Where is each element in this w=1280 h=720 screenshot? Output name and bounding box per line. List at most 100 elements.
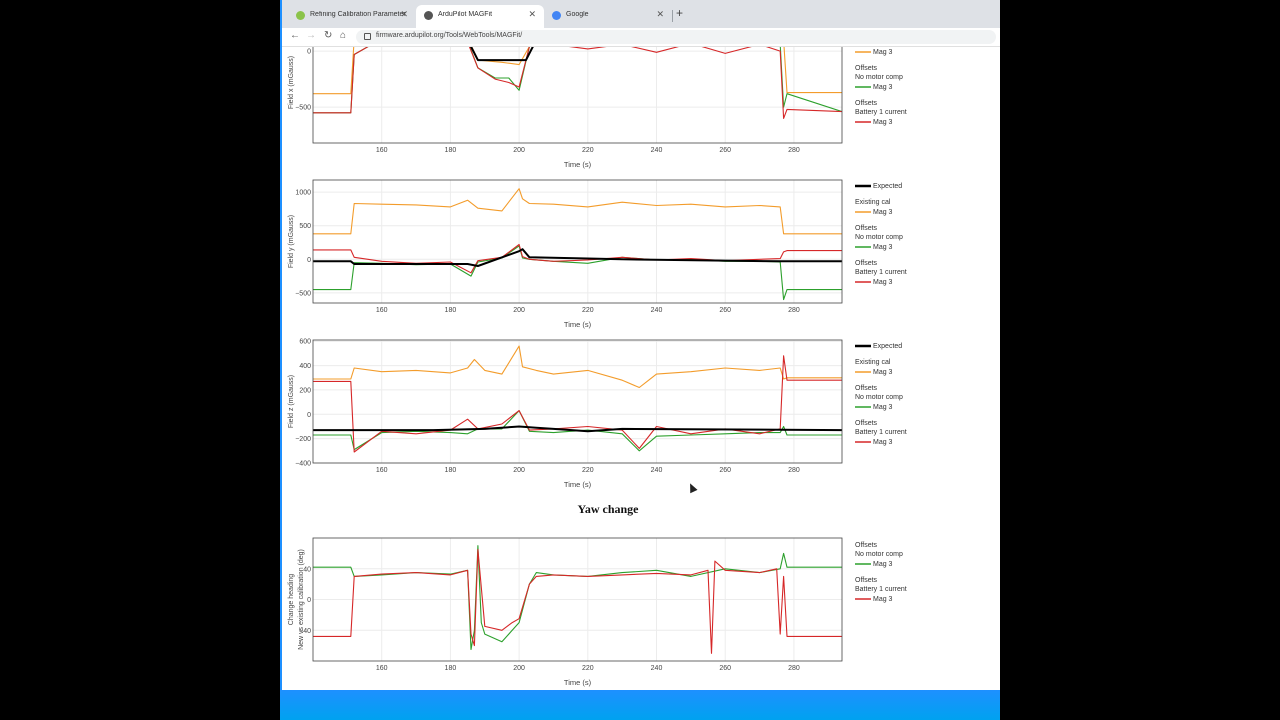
legend-item-label: Mag 3 <box>873 561 893 568</box>
x-tick-label: 200 <box>513 467 525 474</box>
legend-group-label: No motor comp <box>855 551 903 558</box>
x-tick-label: 240 <box>651 147 663 154</box>
taskbar <box>280 690 1000 720</box>
series-line-existing_cal <box>313 188 842 235</box>
series-group <box>313 188 842 301</box>
tab-title: Refining Calibration Parameters <box>310 11 406 18</box>
legend-group-label: No motor comp <box>855 74 903 81</box>
plot-frame <box>312 47 843 144</box>
y-axis-label: Field x (mGauss) <box>288 56 295 109</box>
plot-frame <box>312 537 843 662</box>
legend-item-label: Mag 3 <box>873 439 893 446</box>
chart-panel-1: 160 180 200 220 240 260 280 0 −500 Time (s) Field … <box>288 47 907 169</box>
legend-group-label: Battery 1 current <box>855 586 907 593</box>
series-line-existing_cal <box>313 47 842 95</box>
legend-group-label: Offsets <box>855 100 878 107</box>
series-line-battery_current <box>313 548 842 654</box>
chart-panel-3: 160 180 200 220 240 260 280 600 400 200 0 −200 −400 T… <box>288 339 907 489</box>
y-tick-label: 1000 <box>295 190 311 197</box>
legend-item-label: Mag 3 <box>873 279 893 286</box>
tab-ardupilot-magfit[interactable]: ArduPilot MAGFit ✕ <box>416 5 544 28</box>
x-tick-label: 260 <box>719 307 731 314</box>
url-text[interactable]: firmware.ardupilot.org/Tools/WebTools/MA… <box>376 32 523 39</box>
legend-item-label: Mag 3 <box>873 49 893 56</box>
legend-item-label: Expected <box>873 343 902 350</box>
y-tick-label: −40 <box>299 628 311 635</box>
series-line-expected <box>470 47 534 62</box>
y-tick-label: 200 <box>299 387 311 394</box>
close-icon[interactable]: ✕ <box>528 9 536 19</box>
legend-item-label: Mag 3 <box>873 244 893 251</box>
legend-item-label: Mag 3 <box>873 119 893 126</box>
new-tab-button[interactable]: + <box>676 6 684 20</box>
home-icon[interactable]: ⌂ <box>340 30 347 41</box>
x-tick-label: 260 <box>719 467 731 474</box>
x-tick-label: 160 <box>376 147 388 154</box>
x-axis-label: Time (s) <box>564 320 592 329</box>
x-tick-label: 180 <box>445 467 457 474</box>
magfit-charts: 160 180 200 220 240 260 280 0 −500 Time (s) Field … <box>288 47 907 687</box>
x-tick-label: 160 <box>376 467 388 474</box>
y-tick-label: −500 <box>295 290 311 297</box>
reload-icon[interactable]: ↻ <box>324 30 333 41</box>
section-title-yaw-change: Yaw change <box>577 502 639 516</box>
browser-window: Refining Calibration Parameters ✕ ArduPi… <box>282 0 1000 690</box>
legend-item-label: Mag 3 <box>873 596 893 603</box>
y-tick-label: −500 <box>295 105 311 112</box>
y-tick-label: 0 <box>307 597 311 604</box>
series-line-no_motor_comp <box>313 545 842 651</box>
charts-area: 160 180 200 220 240 260 280 0 −500 Time (s) Field … <box>282 47 1000 690</box>
legend-item-label: Mag 3 <box>873 209 893 216</box>
back-icon[interactable]: ← <box>290 30 300 41</box>
legend-group-label: Offsets <box>855 225 878 232</box>
x-tick-label: 260 <box>719 665 731 672</box>
x-axis-label: Time (s) <box>564 678 592 687</box>
legend-group-label: Battery 1 current <box>855 269 907 276</box>
y-tick-label: 40 <box>303 566 311 573</box>
y-tick-label: 0 <box>307 412 311 419</box>
x-tick-label: 160 <box>376 307 388 314</box>
legend-item-label: Mag 3 <box>873 369 893 376</box>
y-axis-label-2: New vs existing calibration (deg) <box>298 549 305 650</box>
x-tick-label: 260 <box>719 147 731 154</box>
y-tick-label: −400 <box>295 461 311 468</box>
page-content[interactable]: 160 180 200 220 240 260 280 0 −500 Time (s) Field … <box>282 47 1000 690</box>
x-tick-label: 220 <box>582 147 594 154</box>
forward-icon[interactable]: → <box>306 30 316 41</box>
y-axis-label: Field y (mGauss) <box>288 215 295 268</box>
x-tick-label: 280 <box>788 467 800 474</box>
tab-refining-calibration[interactable]: Refining Calibration Parameters ✕ <box>288 5 416 28</box>
close-icon[interactable]: ✕ <box>656 9 664 19</box>
address-bar[interactable]: firmware.ardupilot.org/Tools/WebTools/MA… <box>356 30 996 44</box>
x-tick-label: 200 <box>513 665 525 672</box>
tab-title: ArduPilot MAGFit <box>438 11 493 18</box>
legend-group-label: Offsets <box>855 420 878 427</box>
plot-frame <box>312 179 843 304</box>
series-line-battery_current <box>313 47 842 119</box>
legend-group-label: Existing cal <box>855 199 891 206</box>
y-tick-label: 500 <box>299 223 311 230</box>
y-tick-label: 0 <box>307 257 311 264</box>
chart-panel-4: 160 180 200 220 240 260 280 40 0 −40 Time (s) Chang… <box>288 537 907 687</box>
legend-group-label: Offsets <box>855 385 878 392</box>
tab-google[interactable]: Google ✕ <box>544 5 672 28</box>
legend-group-label: Battery 1 current <box>855 109 907 116</box>
series-line-expected <box>313 248 842 267</box>
legend-group-label: Offsets <box>855 260 878 267</box>
x-tick-label: 280 <box>788 147 800 154</box>
close-icon[interactable]: ✕ <box>400 9 408 19</box>
series-line-no_motor_comp <box>313 47 842 114</box>
legend-group-label: Battery 1 current <box>855 429 907 436</box>
x-tick-label: 240 <box>651 467 663 474</box>
series-line-existing_cal <box>313 345 842 389</box>
x-tick-label: 160 <box>376 665 388 672</box>
x-axis-label: Time (s) <box>564 160 592 169</box>
tab-separator <box>672 10 673 22</box>
x-tick-label: 240 <box>651 665 663 672</box>
x-axis-label: Time (s) <box>564 480 592 489</box>
series-line-expected <box>313 425 842 433</box>
y-tick-label: 0 <box>307 49 311 56</box>
legend-group-label: No motor comp <box>855 394 903 401</box>
legend-item-label: Mag 3 <box>873 84 893 91</box>
series-line-no_motor_comp <box>313 245 842 301</box>
